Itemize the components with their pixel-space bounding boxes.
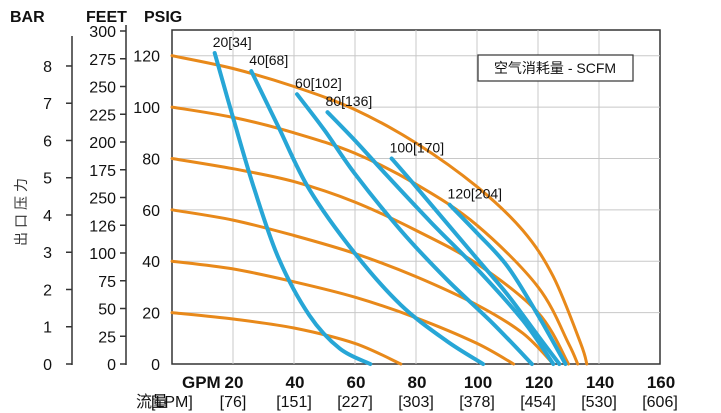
feet-tick-label: 275 — [89, 52, 116, 69]
air-consumption-curve — [295, 92, 534, 366]
air-curve-label: 100[170] — [390, 139, 445, 155]
pressure-curve — [170, 259, 516, 366]
air-curve-labels: 20[34] 40[68] 60[102] 80[136] 100[170] 120[20… — [213, 34, 502, 202]
bar-header: BAR — [10, 9, 45, 26]
feet-tick-label: 250 — [89, 191, 116, 208]
psig-tick-label: 60 — [142, 203, 160, 220]
feet-tick-label: 50 — [98, 302, 116, 319]
pressure-curve — [170, 208, 555, 366]
lpm-tick-label: [606] — [642, 394, 678, 411]
feet-tick-label: 75 — [98, 274, 116, 291]
psig-tick-label: 40 — [142, 254, 160, 271]
legend-box — [477, 54, 634, 82]
feet-axis-ticks: 0 25 50 75 100 126 250 175 200 225 250 275 300 — [89, 24, 126, 374]
psig-tick-label: 80 — [142, 151, 160, 168]
feet-header: FEET — [86, 9, 127, 26]
bar-axis-ticks: 0 1 2 3 4 5 6 7 8 — [43, 59, 72, 374]
feet-tick-label: 225 — [89, 107, 116, 124]
psig-axis-ticks: 0 20 40 60 80 100 120 — [133, 49, 160, 374]
bar-tick-label: 3 — [43, 245, 52, 262]
feet-tick-label: 175 — [89, 163, 116, 180]
bar-tick-label: 1 — [43, 320, 52, 337]
feet-tick-label: 100 — [89, 246, 116, 263]
bar-tick-label: 7 — [43, 96, 52, 113]
gpm-tick-label: 160 — [647, 373, 675, 392]
air-curve-label: 20[34] — [213, 34, 252, 50]
gpm-tick-label: 40 — [286, 373, 305, 392]
air-consumption-curve — [249, 69, 486, 366]
bar-tick-label: 8 — [43, 59, 52, 76]
air-curve-label: 40[68] — [249, 52, 288, 68]
feet-tick-label: 0 — [107, 357, 116, 374]
legend-label: 空气消耗量 - SCFM — [494, 60, 616, 76]
air-consumption-curve — [325, 110, 556, 366]
air-consumption-curve — [447, 202, 568, 366]
lpm-tick-label: [530] — [581, 394, 617, 411]
gpm-tick-label: 20 — [225, 373, 244, 392]
feet-tick-label: 250 — [89, 80, 116, 97]
gpm-tick-label: 100 — [464, 373, 492, 392]
y-axis-label: 出口压力 — [14, 174, 30, 246]
feet-tick-label: 200 — [89, 135, 116, 152]
lpm-axis-ticks: [76] [151] [227] [303] [378] [454] [530] [606] — [220, 394, 678, 411]
pressure-curve — [170, 54, 589, 366]
lpm-tick-label: [378] — [459, 394, 495, 411]
gpm-axis-ticks: 20 40 60 80 100 120 140 160 — [225, 373, 676, 392]
lpm-tick-label: [227] — [337, 394, 373, 411]
bar-tick-label: 2 — [43, 282, 52, 299]
bar-tick-label: 6 — [43, 133, 52, 150]
gpm-tick-label: 80 — [408, 373, 427, 392]
air-curve-label: 120[204] — [448, 186, 503, 202]
psig-tick-label: 120 — [133, 49, 160, 66]
gpm-label: GPM — [182, 373, 221, 392]
air-curve-label: 80[136] — [326, 93, 373, 109]
air-curve-label: 60[102] — [295, 75, 342, 91]
psig-tick-label: 0 — [151, 357, 160, 374]
plot-grid — [172, 30, 660, 364]
feet-tick-label: 126 — [89, 218, 116, 235]
lpm-tick-label: [76] — [220, 394, 247, 411]
psig-tick-label: 100 — [133, 100, 160, 117]
bar-tick-label: 4 — [43, 208, 52, 225]
bar-tick-label: 0 — [43, 357, 52, 374]
lpm-tick-label: [303] — [398, 394, 434, 411]
air-curves — [212, 51, 568, 366]
psig-header: PSIG — [144, 9, 182, 26]
lpm-label: [LPM] — [151, 394, 193, 411]
gpm-tick-label: 120 — [525, 373, 553, 392]
bar-tick-label: 5 — [43, 171, 52, 188]
lpm-tick-label: [151] — [276, 394, 312, 411]
feet-tick-label: 300 — [89, 24, 116, 41]
psig-tick-label: 20 — [142, 306, 160, 323]
air-consumption-curve — [389, 156, 562, 366]
gpm-tick-label: 60 — [347, 373, 366, 392]
feet-tick-label: 25 — [98, 329, 116, 346]
x-axis-label: 流量 — [136, 393, 168, 411]
air-consumption-curve — [212, 51, 373, 366]
lpm-tick-label: [454] — [520, 394, 556, 411]
pressure-curve — [170, 311, 403, 366]
gpm-tick-label: 140 — [586, 373, 614, 392]
